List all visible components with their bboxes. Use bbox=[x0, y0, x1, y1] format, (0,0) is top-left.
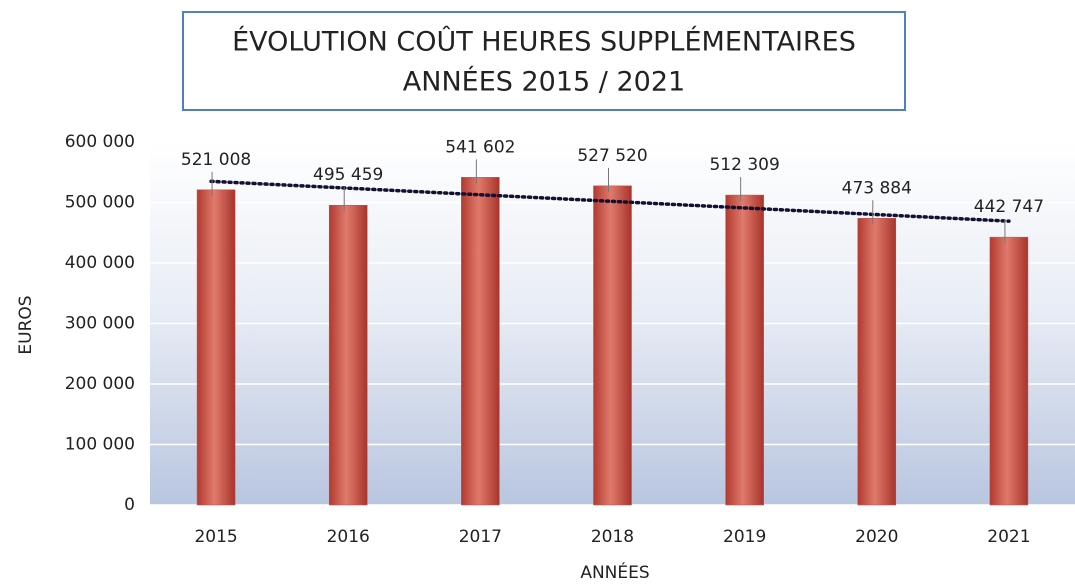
bar bbox=[857, 218, 897, 506]
x-tick-label: 2016 bbox=[327, 527, 370, 547]
chart-title: ANNÉES 2015 / 2021 bbox=[403, 66, 685, 98]
bar bbox=[725, 194, 764, 506]
x-tick-label: 2019 bbox=[723, 527, 766, 547]
y-tick-label: 600 000 bbox=[65, 132, 135, 152]
data-label: 473 884 bbox=[842, 178, 912, 198]
y-tick-label: 200 000 bbox=[65, 374, 135, 394]
x-tick-label: 2015 bbox=[194, 527, 237, 547]
y-tick-label: 400 000 bbox=[65, 253, 135, 273]
data-label: 541 602 bbox=[445, 137, 515, 157]
data-label: 442 747 bbox=[974, 197, 1044, 217]
data-label: 512 309 bbox=[709, 155, 779, 175]
x-tick-label: 2018 bbox=[591, 527, 634, 547]
data-label: 521 008 bbox=[181, 150, 251, 170]
bar bbox=[196, 189, 236, 506]
y-tick-label: 300 000 bbox=[65, 314, 135, 334]
x-axis-label: ANNÉES bbox=[580, 561, 649, 583]
bar bbox=[593, 185, 632, 506]
x-tick-label: 2017 bbox=[459, 527, 502, 547]
x-tick-label: 2021 bbox=[987, 527, 1030, 547]
title-box bbox=[182, 11, 906, 111]
bar bbox=[328, 204, 368, 506]
bar bbox=[989, 236, 1029, 506]
y-tick-label: 100 000 bbox=[65, 435, 135, 455]
chart-title: ÉVOLUTION COÛT HEURES SUPPLÉMENTAIRES bbox=[232, 26, 856, 58]
y-tick-label: 0 bbox=[124, 495, 135, 515]
data-label: 527 520 bbox=[577, 146, 647, 166]
y-tick-label: 500 000 bbox=[65, 193, 135, 213]
y-axis-label: EUROS bbox=[16, 295, 36, 354]
bar bbox=[461, 177, 500, 506]
x-tick-label: 2020 bbox=[855, 527, 898, 547]
data-label: 495 459 bbox=[313, 165, 383, 185]
